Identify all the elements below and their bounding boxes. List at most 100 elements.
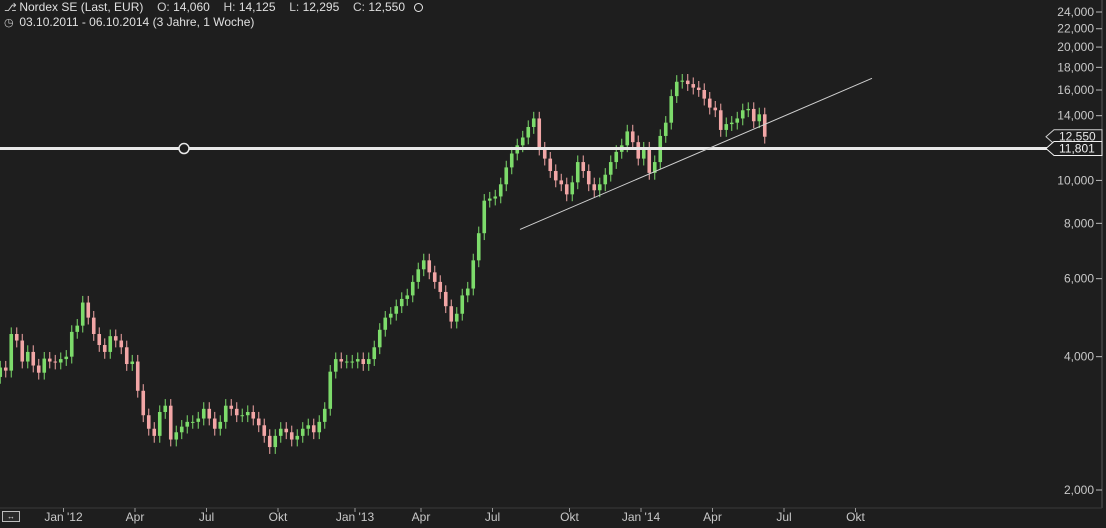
candle [372, 340, 377, 366]
candle [152, 422, 157, 443]
candle [713, 100, 718, 118]
candle [592, 177, 597, 198]
y-tick-label: 16,000 [1057, 83, 1094, 97]
candle [86, 295, 91, 325]
open-label: O: [157, 0, 170, 14]
drawing-lines[interactable] [0, 77, 1050, 230]
x-tick-label: Jul [199, 510, 214, 524]
candle [223, 399, 228, 429]
line-handle[interactable] [178, 142, 190, 155]
candle [9, 327, 14, 378]
x-tick-label: Jan '14 [622, 510, 661, 524]
candle [333, 352, 338, 379]
candle [47, 351, 52, 369]
candle [322, 402, 327, 429]
close-value: 12,550 [368, 0, 406, 14]
candle [69, 325, 74, 364]
candle [493, 189, 498, 206]
candle [388, 307, 393, 325]
line-value-label: 11,801 [1059, 142, 1095, 156]
candle [212, 411, 217, 436]
candle [498, 177, 503, 204]
candle [350, 354, 355, 369]
candle [548, 151, 553, 178]
candle [267, 429, 272, 454]
candle [108, 329, 113, 359]
candle [586, 164, 591, 192]
candle [91, 311, 96, 341]
candle [366, 352, 371, 371]
candle [685, 73, 690, 91]
candle [399, 292, 404, 314]
candle [80, 295, 85, 333]
candle [135, 354, 140, 398]
y-tick-label: 24,000 [1057, 5, 1094, 19]
x-axis: Jan '12 Apr Jul Okt Jan '13 Apr Jul Okt Jan '14 A… [0, 507, 1102, 524]
line-value-badge: 11,801 [1045, 141, 1103, 157]
candle [185, 415, 190, 434]
candle [53, 354, 58, 370]
candle [482, 194, 487, 241]
candle [526, 120, 531, 145]
y-tick-label: 14,000 [1057, 109, 1094, 123]
candle [168, 399, 173, 447]
candle [465, 281, 470, 303]
candle [553, 164, 558, 188]
trend-line[interactable] [519, 77, 873, 230]
x-tick-label: Jul [485, 510, 500, 524]
candle [597, 177, 602, 198]
open-value: 14,060 [173, 0, 210, 14]
candle [757, 107, 762, 129]
candle [443, 285, 448, 314]
y-tick-label: 18,000 [1057, 60, 1094, 74]
y-tick-label: 22,000 [1057, 22, 1094, 36]
candle [130, 354, 135, 371]
candle [762, 107, 767, 144]
candlestick-icon: ⎇ [4, 2, 17, 14]
candle [454, 307, 459, 329]
circle-toggle-icon[interactable] [414, 3, 424, 12]
y-axis-ticks: 2,0004,0006,0008,00010,00012,00014,00016… [1057, 5, 1102, 497]
candle [75, 319, 80, 339]
x-tick-label: Okt [560, 510, 579, 524]
candle [295, 429, 300, 447]
candle [119, 333, 124, 355]
candlestick-series [0, 73, 767, 454]
candle [724, 117, 729, 137]
candle [190, 415, 195, 429]
candle [542, 141, 547, 166]
candle [36, 358, 41, 380]
candle [669, 89, 674, 130]
candle [355, 352, 360, 369]
candle [97, 327, 102, 352]
y-tick-label: 6,000 [1064, 272, 1094, 286]
candle [383, 311, 388, 337]
candle [240, 408, 245, 423]
low-label: L: [289, 0, 300, 14]
high-value: 14,125 [238, 0, 276, 14]
candle [289, 425, 294, 447]
candle [416, 262, 421, 289]
candle [740, 103, 745, 126]
candle [630, 124, 635, 150]
candle [58, 352, 63, 370]
scroll-arrows-icon[interactable]: ↔ [2, 511, 20, 522]
candle [377, 323, 382, 355]
candle [262, 418, 267, 443]
y-tick-label: 2,000 [1064, 483, 1094, 497]
candle [746, 102, 751, 118]
candle [641, 141, 646, 166]
candle [256, 411, 261, 433]
candle [207, 402, 212, 426]
candle [680, 73, 685, 89]
candle [124, 340, 129, 371]
candle [300, 422, 305, 443]
candle [141, 384, 146, 423]
candle [394, 299, 399, 321]
candle [575, 155, 580, 190]
candle [564, 177, 569, 202]
candle [229, 399, 234, 416]
candle [102, 338, 107, 359]
